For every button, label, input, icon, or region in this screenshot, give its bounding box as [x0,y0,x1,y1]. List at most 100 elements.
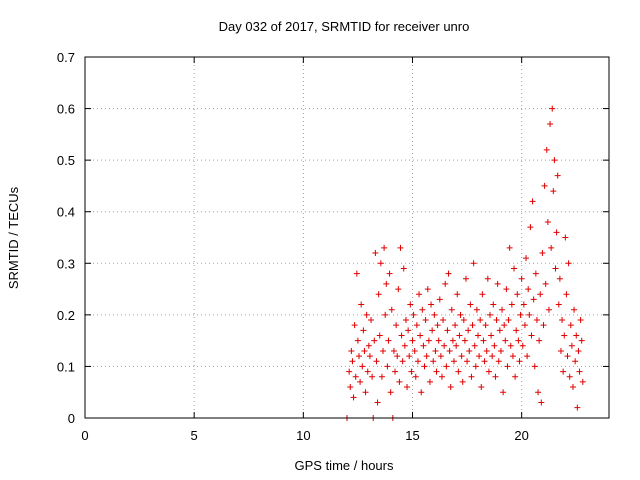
data-point [497,347,504,354]
data-point [354,337,361,344]
data-point [519,342,526,349]
data-point [524,353,531,360]
data-point [538,399,545,406]
data-point [392,368,399,375]
data-point [349,358,356,365]
data-point [553,229,560,236]
data-point [478,384,485,391]
data-point [547,121,554,128]
data-point [405,327,412,334]
data-point [526,311,533,318]
y-tick-label: 0 [68,411,75,426]
data-point [495,358,502,365]
data-point [444,327,451,334]
data-point [457,311,464,318]
data-point [541,182,548,189]
data-point [428,301,435,308]
data-point [528,332,535,339]
data-point [438,373,445,380]
data-point [476,353,483,360]
data-point [473,306,480,313]
data-point [536,337,543,344]
data-point [467,301,474,308]
data-point [504,363,511,370]
data-point [578,337,585,344]
data-point [372,249,379,256]
x-axis-label: GPS time / hours [295,458,394,473]
data-point [506,244,513,251]
data-point [472,363,479,370]
data-point [561,332,568,339]
data-point [477,317,484,324]
y-tick-label: 0.4 [57,205,75,220]
data-point [550,188,557,195]
data-point [377,260,384,267]
data-point [551,157,558,164]
data-point [565,260,572,267]
data-point [422,317,429,324]
axis-ticks [84,56,609,419]
y-tick-label: 0.3 [57,256,75,271]
data-point [554,172,561,179]
data-point [413,322,420,329]
data-point [352,373,359,380]
data-point [406,353,413,360]
data-point [443,363,450,370]
data-point [418,389,425,396]
data-point [450,358,457,365]
data-point [479,291,486,298]
data-point [416,291,423,298]
data-point [507,342,514,349]
data-point [454,291,461,298]
data-point [489,353,496,360]
data-point [568,342,575,349]
data-point [414,358,421,365]
data-point [500,389,507,396]
data-point [399,358,406,365]
data-point [363,311,370,318]
data-point [425,337,432,344]
y-axis-label: SRMTID / TECUs [6,186,21,289]
data-point [518,275,525,282]
data-point [559,317,566,324]
data-point [397,244,404,251]
data-point [458,353,465,360]
data-point [485,368,492,375]
data-point [481,358,488,365]
data-point [567,322,574,329]
data-point [388,306,395,313]
data-point [483,347,490,354]
data-point [560,368,567,375]
data-point [573,332,580,339]
data-point [396,378,403,385]
data-point [365,342,372,349]
data-point [382,311,389,318]
data-point [404,384,411,391]
data-point [572,358,579,365]
data-point [395,286,402,293]
x-tick-label: 20 [514,428,528,443]
data-point [494,280,501,287]
data-point [348,347,355,354]
data-point [556,275,563,282]
data-point [432,347,439,354]
data-point [441,342,448,349]
data-point [571,306,578,313]
data-point [563,291,570,298]
data-point [435,337,442,344]
data-point [350,394,357,401]
data-point [356,353,363,360]
data-point [376,332,383,339]
data-point [465,327,472,334]
data-point [409,337,416,344]
data-point [533,317,540,324]
data-point [353,270,360,277]
data-point [378,373,385,380]
data-point [401,342,408,349]
data-point [402,317,409,324]
data-point [393,322,400,329]
data-point [408,368,415,375]
data-point [411,347,418,354]
data-point [366,353,373,360]
plot-frame [84,56,610,419]
